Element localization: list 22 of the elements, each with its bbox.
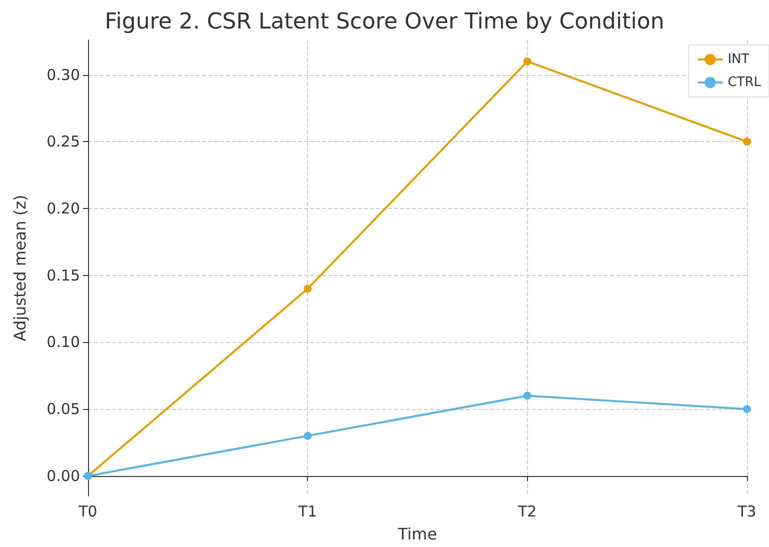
point — [743, 138, 751, 146]
point — [304, 284, 312, 293]
point — [743, 405, 751, 414]
point — [523, 392, 532, 400]
x-tick-label: T3 — [736, 502, 756, 520]
x-tick-label: T1 — [297, 502, 318, 520]
y-tick-label: 0.30 — [46, 66, 80, 84]
y-axis-title: Adjusted mean (z) — [10, 194, 30, 342]
y-tick-label: 0.00 — [46, 466, 80, 485]
x-tick-label: T0 — [78, 502, 98, 520]
legend-label: CTRL — [728, 75, 762, 90]
y-tick-label: 0.10 — [46, 333, 80, 352]
chart-title: Figure 2. CSR Latent Score Over Time by Condition — [104, 10, 664, 34]
legend-label: INT — [728, 52, 750, 67]
y-tick-label: 0.05 — [46, 400, 80, 418]
y-tick-label: 0.15 — [46, 266, 80, 284]
y-tick-label: 0.25 — [46, 132, 80, 151]
x-axis-title: Time — [396, 524, 438, 544]
point — [523, 57, 532, 66]
y-tick-label: 0.20 — [46, 199, 80, 218]
x-tick-label: T2 — [516, 502, 537, 520]
point — [304, 432, 312, 440]
